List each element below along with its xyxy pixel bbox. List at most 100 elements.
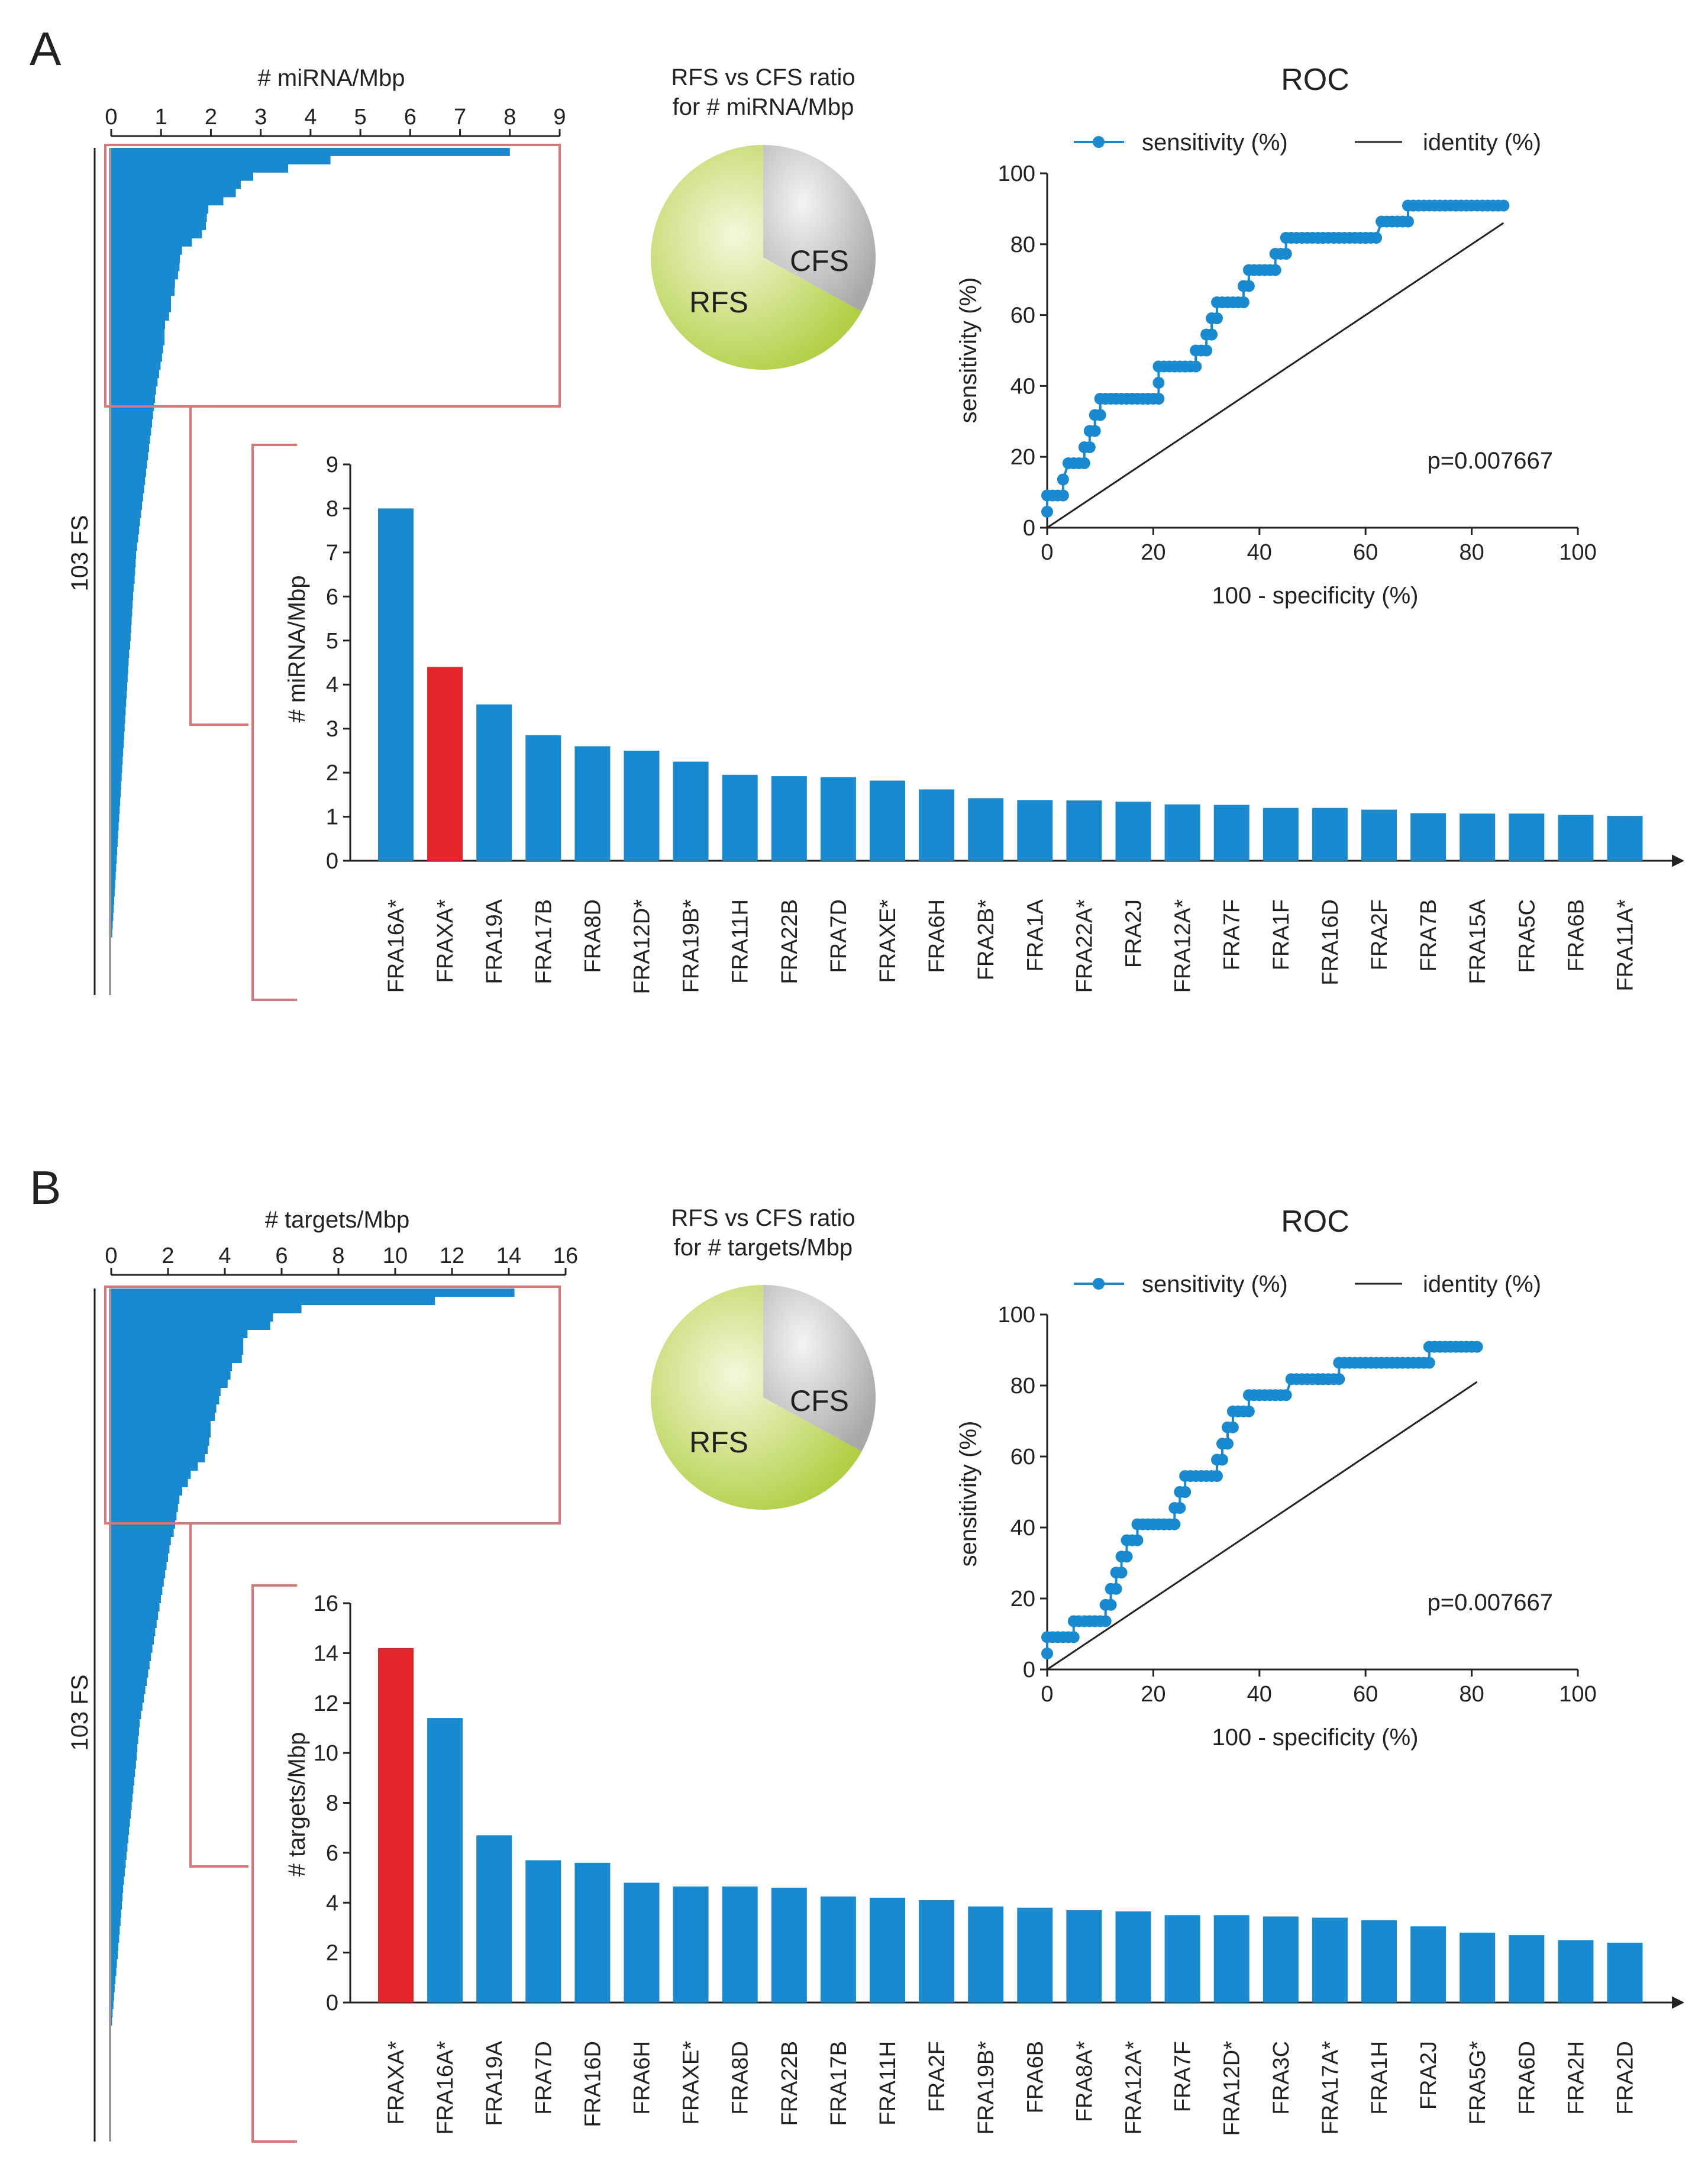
category-label-fra8d: FRA8D: [728, 2041, 753, 2115]
bar-fra1h: [1361, 1920, 1397, 2003]
bar-fra2b: [968, 798, 1004, 861]
category-label-fra2b: FRA2B*: [974, 899, 999, 980]
zoom-connector-b: [189, 1523, 248, 1868]
category-label-fra12d: FRA12D*: [630, 899, 655, 994]
bars-b-ylabel: # targets/Mbp: [284, 1732, 310, 1877]
roc-b-point-6: [1067, 1631, 1080, 1643]
bar-fra6h: [624, 1882, 660, 2003]
bars-a-ytick-0: 0: [326, 849, 338, 874]
roc-a-point-36: [1190, 360, 1202, 373]
overview-b-area: [93, 1288, 515, 2142]
bars-b-ytick-2: 2: [326, 1941, 338, 1966]
bar-fra8d: [722, 1886, 758, 2003]
roc-b-point-47: [1222, 1438, 1234, 1450]
category-label-fraxe: FRAXE*: [876, 899, 900, 983]
category-label-fra8a: FRA8A*: [1072, 2041, 1097, 2122]
overview-b-tick-12: 12: [440, 1244, 464, 1268]
category-label-fra2h: FRA2H: [1564, 2041, 1588, 2115]
roc-b-point-45: [1216, 1454, 1228, 1466]
roc-b-legend-identity: identity (%): [1423, 1271, 1541, 1297]
bar-fra17b: [820, 1896, 856, 2003]
roc-a-point-60: [1280, 248, 1292, 260]
roc-a-xtick-60: 60: [1353, 540, 1378, 565]
bars-a-ytick-5: 5: [326, 629, 338, 654]
overview-a-tick-4: 4: [304, 105, 317, 130]
bar-fra2f: [1361, 809, 1397, 861]
zoom-connector-a: [189, 406, 248, 726]
category-label-fraxe: FRAXE*: [679, 2041, 704, 2125]
bar-fra7d: [820, 777, 856, 861]
roc-b: ROC sensitivity (%) identity (%) 0 20 40 60…: [955, 1204, 1597, 1751]
bar-fra2f: [919, 1900, 955, 2003]
bar-fra6b: [1558, 815, 1594, 861]
roc-a-point-13: [1089, 425, 1101, 437]
roc-b-ytick-80: 80: [1010, 1374, 1035, 1399]
zoom-box-b: [104, 1286, 561, 2143]
bar-fra15a: [1460, 813, 1496, 861]
roc-b-xtick-100: 100: [1559, 1682, 1596, 1707]
category-label-fra7d: FRA7D: [531, 2041, 556, 2115]
roc-a-identity-line: [1047, 222, 1504, 529]
category-label-fra2j: FRA2J: [1416, 2041, 1441, 2110]
roc-a-identity: [1047, 222, 1504, 529]
roc-a-point-0: [1041, 506, 1053, 518]
roc-a-xtick-100: 100: [1559, 540, 1596, 565]
pie-a-title-line1: RFS vs CFS ratio: [671, 64, 855, 91]
category-label-fra1f: FRA1F: [1269, 899, 1294, 970]
category-label-fra11a: FRA11A*: [1613, 899, 1638, 992]
roc-a-ytick-20: 20: [1010, 445, 1035, 470]
overview-a-tick-5: 5: [354, 105, 367, 130]
bar-fra1f: [1263, 808, 1299, 861]
pie-b: RFS vs CFS ratio for # targets/Mbp CFS R…: [651, 1205, 876, 1510]
roc-a-point-51: [1242, 280, 1255, 292]
bar-fra11h: [870, 1897, 905, 2003]
bar-fra22b: [771, 1887, 807, 2003]
overview-a-area: [93, 148, 510, 995]
bar-fra7d: [525, 1860, 561, 2003]
bars-a-categories: FRA16A* FRAXA* FRA19A FRA17B FRA8D FRA12D* FRA…: [384, 899, 1638, 994]
category-label-fra7b: FRA7B: [1416, 899, 1441, 971]
roc-b-legend-marker: [1093, 1278, 1105, 1290]
bar-fra19b: [673, 761, 709, 861]
roc-b-ytick-100: 100: [998, 1303, 1035, 1328]
category-label-fra16a: FRA16A*: [384, 899, 409, 993]
pie-a-slice-cfs: [763, 145, 876, 312]
roc-b-xtick-20: 20: [1141, 1682, 1165, 1707]
roc-a-point-57: [1269, 264, 1281, 276]
panel-b-letter: B: [30, 1161, 61, 1214]
bar-fra8a: [1066, 1910, 1102, 2003]
category-label-fra16d: FRA16D: [1318, 899, 1343, 986]
pie-a-label-cfs: CFS: [790, 244, 849, 277]
roc-a-point-103: [1497, 199, 1510, 212]
roc-a-point-84: [1402, 215, 1414, 228]
bars-b-axes: 0 2 4 6 8 10 12 14 16: [314, 1591, 1685, 2016]
panel-b: B # targets/Mbp 0 2 4 6 8 10 12 14 16 103 FS RFS…: [30, 1161, 1685, 2143]
roc-a-point-41: [1206, 328, 1218, 341]
pie-b-title-line1: RFS vs CFS ratio: [671, 1205, 855, 1231]
bar-fra2j: [1410, 1926, 1447, 2003]
roc-a-ytick-80: 80: [1010, 232, 1035, 257]
roc-a-xtick-0: 0: [1041, 540, 1053, 565]
roc-b-point-15: [1105, 1598, 1117, 1611]
roc-a-point-11: [1083, 441, 1096, 453]
category-label-fra5g: FRA5G*: [1465, 2041, 1490, 2125]
bar-fra12d: [624, 750, 660, 861]
roc-a-point-43: [1211, 312, 1223, 324]
overview-b-tick-8: 8: [332, 1244, 344, 1268]
bar-fraxa: [378, 1648, 414, 2003]
bars-a-ytick-6: 6: [326, 584, 338, 609]
overview-a-tick-2: 2: [205, 105, 217, 130]
overview-a-distribution: [111, 148, 510, 995]
bars-b-ytick-4: 4: [326, 1891, 338, 1916]
overview-a-x-ticks: 0 1 2 3 4 5 6 7 8 9: [105, 105, 566, 137]
bars-b-bars: [378, 1648, 1643, 2003]
category-label-fra6b: FRA6B: [1564, 899, 1588, 971]
category-label-fra17b: FRA17B: [531, 899, 556, 984]
category-label-fra22b: FRA22B: [777, 2041, 802, 2126]
roc-a-points: [1041, 199, 1510, 518]
category-label-fra2f: FRA2F: [1367, 899, 1392, 970]
overview-b-tick-4: 4: [218, 1244, 231, 1268]
zoom-box-b-rect: [104, 1286, 561, 1525]
roc-a-title: ROC: [1281, 63, 1349, 97]
